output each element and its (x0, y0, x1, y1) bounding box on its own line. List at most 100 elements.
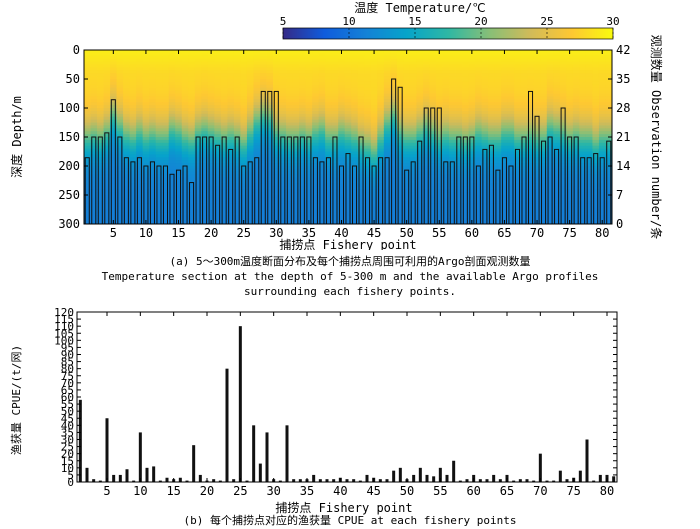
temperature-cell (481, 113, 489, 118)
observation-bar-37 (319, 161, 325, 224)
temperature-cell (292, 163, 300, 167)
temperature-cell (540, 73, 548, 77)
observation-bar-73 (554, 148, 560, 224)
temperature-cell (110, 84, 117, 89)
temperature-cell (155, 177, 163, 182)
temperature-cell (553, 87, 561, 92)
temperature-cell (585, 160, 593, 164)
temperature-cell (396, 99, 404, 103)
temperature-cell (292, 160, 300, 164)
temperature-cell (220, 108, 228, 112)
temperature-cell (90, 157, 98, 161)
temperature-cell (318, 212, 326, 216)
temperature-cell (299, 183, 307, 187)
temperature-cell (207, 70, 215, 74)
temperature-cell (540, 87, 548, 92)
temperature-cell (246, 108, 254, 112)
temperature-cell (436, 55, 443, 60)
temperature-cell (90, 197, 98, 202)
temperature-cell (572, 108, 580, 112)
temperature-cell (462, 58, 469, 63)
temperature-cell (149, 50, 157, 54)
temperature-cell (488, 218, 496, 222)
temperature-cell (207, 151, 215, 155)
temperature-cell (110, 81, 117, 86)
temperature-cell (527, 186, 535, 190)
temperature-cell (318, 90, 326, 95)
temperature-cell (396, 125, 404, 129)
temperature-cell (181, 180, 189, 184)
temperature-cell (188, 128, 196, 132)
temperature-cell (501, 212, 509, 216)
temperature-cell (527, 154, 535, 158)
temperature-cell (429, 122, 437, 126)
temperature-cell (572, 87, 580, 92)
temperature-cell (292, 209, 300, 213)
temperature-cell (351, 76, 359, 80)
temperature-cell (559, 122, 567, 126)
temperature-cell (116, 116, 124, 121)
temperature-cell (357, 50, 365, 54)
temperature-cell (142, 70, 150, 74)
temperature-cell (325, 102, 333, 106)
temperature-cell (312, 145, 320, 150)
temperature-cell (416, 166, 424, 170)
temperature-cell (103, 154, 111, 158)
temperature-cell (605, 76, 612, 80)
temperature-cell (149, 142, 157, 147)
temperature-cell (585, 108, 593, 112)
temperature-cell (338, 81, 346, 86)
temperature-cell (129, 180, 137, 184)
temperature-cell (566, 113, 574, 118)
temperature-cell (383, 122, 391, 126)
temperature-cell (559, 192, 567, 196)
x-tick-label-a-5: 5 (110, 226, 117, 240)
temperature-cell (462, 99, 469, 103)
temperature-cell (592, 171, 600, 176)
temperature-cell (566, 212, 574, 216)
temperature-cell (312, 209, 320, 213)
temperature-cell (286, 189, 293, 193)
temperature-cell (527, 108, 535, 112)
temperature-cell (520, 137, 528, 141)
temperature-cell (331, 70, 339, 74)
temperature-cell (181, 73, 189, 77)
temperature-cell (181, 93, 189, 97)
temperature-cell (572, 116, 580, 121)
temperature-cell (188, 148, 196, 153)
temperature-cell (155, 99, 163, 103)
temperature-cell (370, 203, 378, 208)
temperature-cell (181, 215, 189, 219)
temperature-cell (162, 151, 170, 155)
temperature-cell (260, 122, 267, 126)
temperature-cell (501, 145, 509, 150)
temperature-cell (129, 186, 137, 190)
temperature-cell (240, 87, 248, 92)
temperature-cell (214, 116, 222, 121)
temperature-cell (377, 96, 385, 100)
temperature-cell (168, 142, 176, 147)
temperature-cell (273, 163, 280, 167)
temperature-cell (520, 203, 528, 208)
temperature-cell (396, 50, 404, 54)
temperature-cell (136, 90, 144, 95)
temperature-cell (383, 134, 391, 138)
temperature-cell (396, 177, 404, 182)
temperature-cell (553, 55, 561, 60)
temperature-cell (123, 183, 131, 187)
temperature-cell (116, 122, 124, 126)
temperature-cell (149, 108, 157, 112)
temperature-cell (546, 151, 554, 155)
temperature-cell (227, 90, 235, 95)
temperature-cell (351, 139, 359, 144)
temperature-cell (207, 134, 215, 138)
temperature-cell (475, 119, 483, 124)
temperature-cell (207, 81, 215, 86)
temperature-cell (116, 108, 124, 112)
temperature-cell (527, 200, 535, 205)
temperature-cell (286, 61, 293, 66)
temperature-cell (377, 186, 385, 190)
temperature-cell (605, 87, 612, 92)
temperature-cell (201, 177, 209, 182)
temperature-cell (605, 99, 612, 103)
